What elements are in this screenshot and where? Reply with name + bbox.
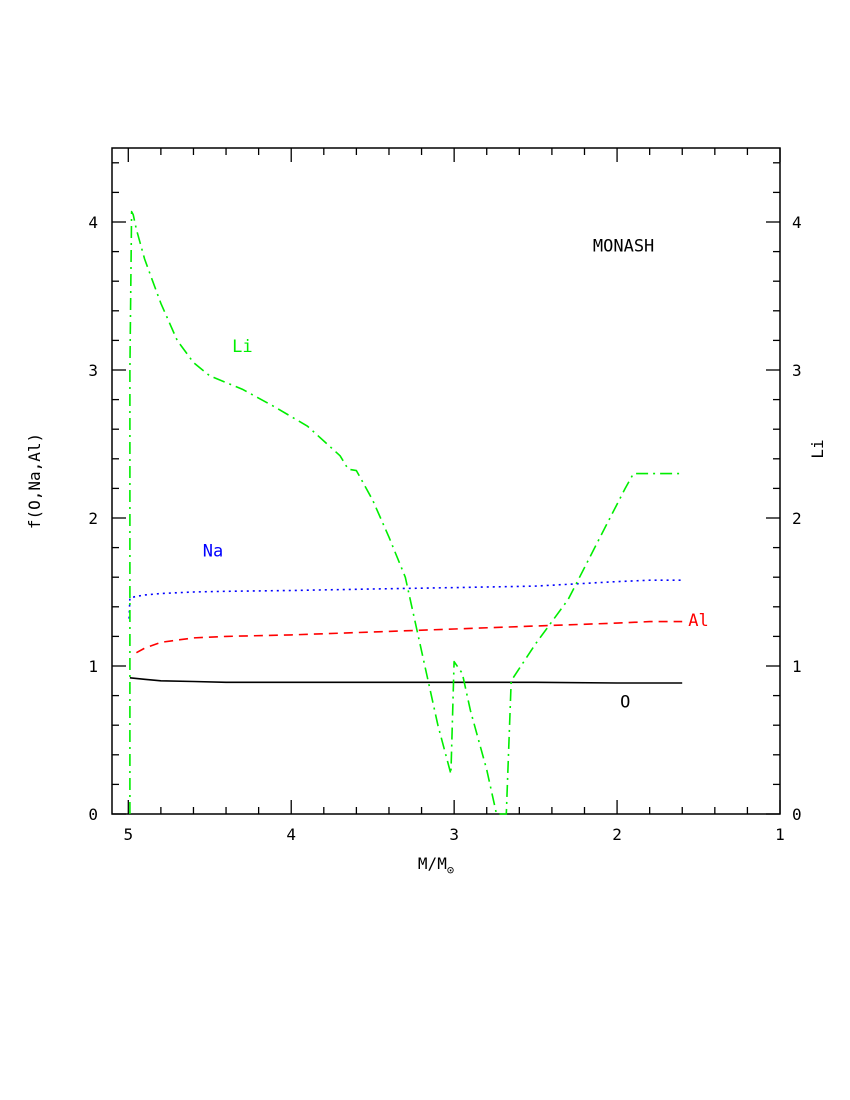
y-tick-label-left: 4 (88, 213, 98, 232)
y-tick-label-right: 0 (792, 805, 802, 824)
plot-frame (111, 147, 781, 815)
y-tick-label-left: 3 (88, 361, 98, 380)
y-tick-label-right: 3 (792, 361, 802, 380)
x-axis-title-main: M/M (418, 854, 447, 873)
x-tick-label: 3 (449, 825, 459, 844)
y-axis-title-left: f(O,Na,Al) (25, 433, 44, 529)
y-tick-label-right: 2 (792, 509, 802, 528)
series-label-na: Na (203, 541, 223, 561)
series-lines (128, 210, 683, 815)
series-line-o (129, 677, 683, 684)
y-tick-label-right: 1 (792, 657, 802, 676)
x-tick-label: 5 (123, 825, 133, 844)
y-tick-label-right: 4 (792, 213, 802, 232)
tick-labels: 5 4 3 2 10 01 12 23 34 4 (88, 213, 801, 844)
annotation-monash: MONASH (593, 237, 654, 257)
series-label-li: Li (232, 337, 252, 357)
y-axis-title-right: Li (808, 439, 827, 458)
x-tick-label: 1 (775, 825, 785, 844)
series-line-na (128, 579, 683, 619)
series-labels: Li Na Al O (203, 337, 709, 712)
series-line-al (136, 620, 683, 654)
x-axis-title-sub: ⊙ (447, 863, 454, 877)
x-tick-label: 4 (286, 825, 296, 844)
series-label-o: O (620, 692, 630, 712)
y-tick-label-left: 0 (88, 805, 98, 824)
y-tick-label-left: 1 (88, 657, 98, 676)
x-tick-label: 2 (612, 825, 622, 844)
ticks (112, 148, 781, 815)
x-axis-title: M/M⊙ (418, 854, 454, 877)
series-label-al: Al (688, 611, 708, 631)
series-line-li (129, 210, 683, 815)
y-tick-label-left: 2 (88, 509, 98, 528)
